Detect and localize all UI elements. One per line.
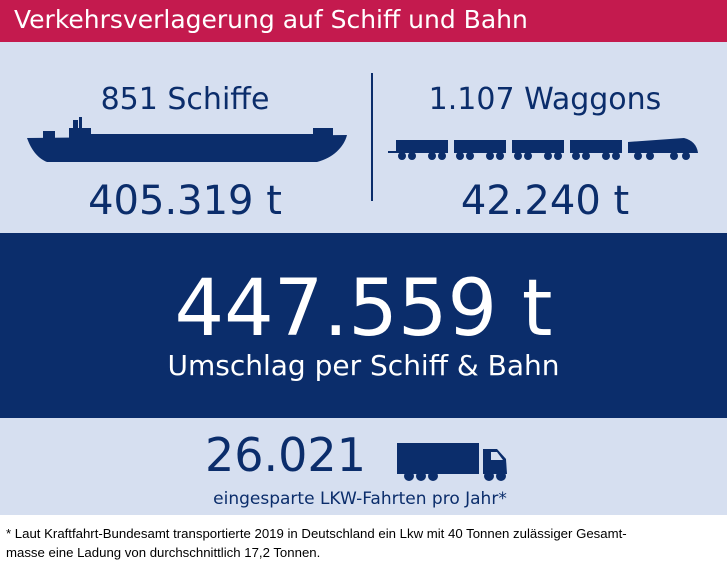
- truck-icon: [397, 443, 507, 481]
- wagons-tonnage: 42.240 t: [460, 178, 630, 224]
- total-band: [0, 233, 727, 418]
- truck-trips-value: 26.021: [205, 428, 366, 482]
- ship-icon: [27, 117, 347, 162]
- truck-trips-caption: eingesparte LKW-Fahrten pro Jahr*: [213, 489, 507, 509]
- footnote-line-2: masse eine Ladung von durchschnittlich 1…: [6, 545, 321, 560]
- total-caption: Umschlag per Schiff & Bahn: [167, 349, 560, 382]
- column-divider: [371, 73, 373, 201]
- ships-tonnage: 405.319 t: [88, 178, 282, 224]
- page-title: Verkehrsverlagerung auf Schiff und Bahn: [14, 5, 528, 34]
- footnote-line-1: * Laut Kraftfahrt-Bundesamt transportier…: [6, 526, 627, 541]
- footnote: * Laut Kraftfahrt-Bundesamt transportier…: [6, 524, 722, 562]
- title-bar: Verkehrsverlagerung auf Schiff und Bahn: [0, 0, 727, 42]
- ships-count: 851 Schiffe: [100, 82, 270, 117]
- train-icon: [388, 138, 698, 160]
- total-value: 447.559 t: [174, 264, 553, 354]
- wagons-count: 1.107 Waggons: [428, 82, 662, 117]
